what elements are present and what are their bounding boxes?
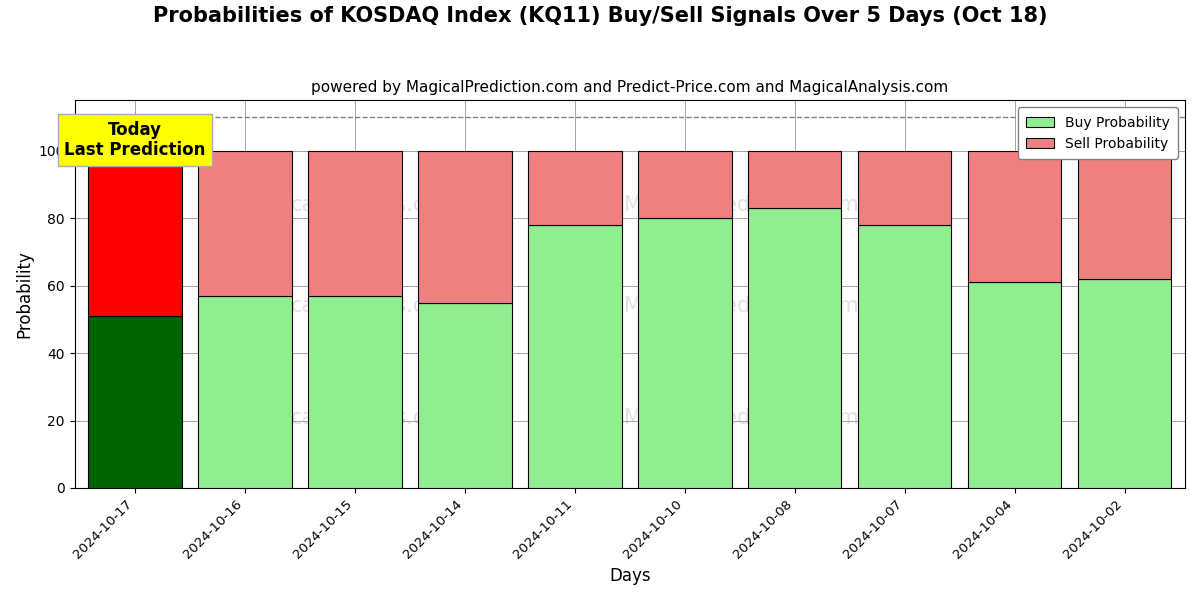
Text: MagicalPrediction.com: MagicalPrediction.com (624, 195, 858, 215)
Bar (858, 225, 952, 488)
Bar (308, 151, 402, 296)
Bar (528, 151, 622, 225)
Bar (1078, 279, 1171, 488)
Legend: Buy Probability, Sell Probability: Buy Probability, Sell Probability (1018, 107, 1178, 159)
Text: MagicalPrediction.com: MagicalPrediction.com (624, 408, 858, 428)
Bar (419, 302, 511, 488)
Text: Today
Last Prediction: Today Last Prediction (65, 121, 206, 160)
Text: calAnalysis.com: calAnalysis.com (290, 195, 458, 215)
Title: powered by MagicalPrediction.com and Predict-Price.com and MagicalAnalysis.com: powered by MagicalPrediction.com and Pre… (311, 80, 948, 95)
Text: calAnalysis.com: calAnalysis.com (290, 296, 458, 316)
Bar (1078, 151, 1171, 279)
Text: calAnalysis.com: calAnalysis.com (290, 408, 458, 428)
Bar (198, 151, 292, 296)
Bar (419, 151, 511, 302)
Bar (638, 218, 732, 488)
Bar (968, 151, 1061, 283)
Y-axis label: Probability: Probability (16, 250, 34, 338)
Bar (858, 151, 952, 225)
Text: MagicalPrediction.com: MagicalPrediction.com (624, 296, 858, 316)
Text: Probabilities of KOSDAQ Index (KQ11) Buy/Sell Signals Over 5 Days (Oct 18): Probabilities of KOSDAQ Index (KQ11) Buy… (152, 6, 1048, 26)
X-axis label: Days: Days (610, 567, 650, 585)
Bar (968, 283, 1061, 488)
Bar (748, 208, 841, 488)
Bar (89, 151, 182, 316)
Bar (638, 151, 732, 218)
Bar (528, 225, 622, 488)
Bar (748, 151, 841, 208)
Bar (308, 296, 402, 488)
Bar (198, 296, 292, 488)
Bar (89, 316, 182, 488)
